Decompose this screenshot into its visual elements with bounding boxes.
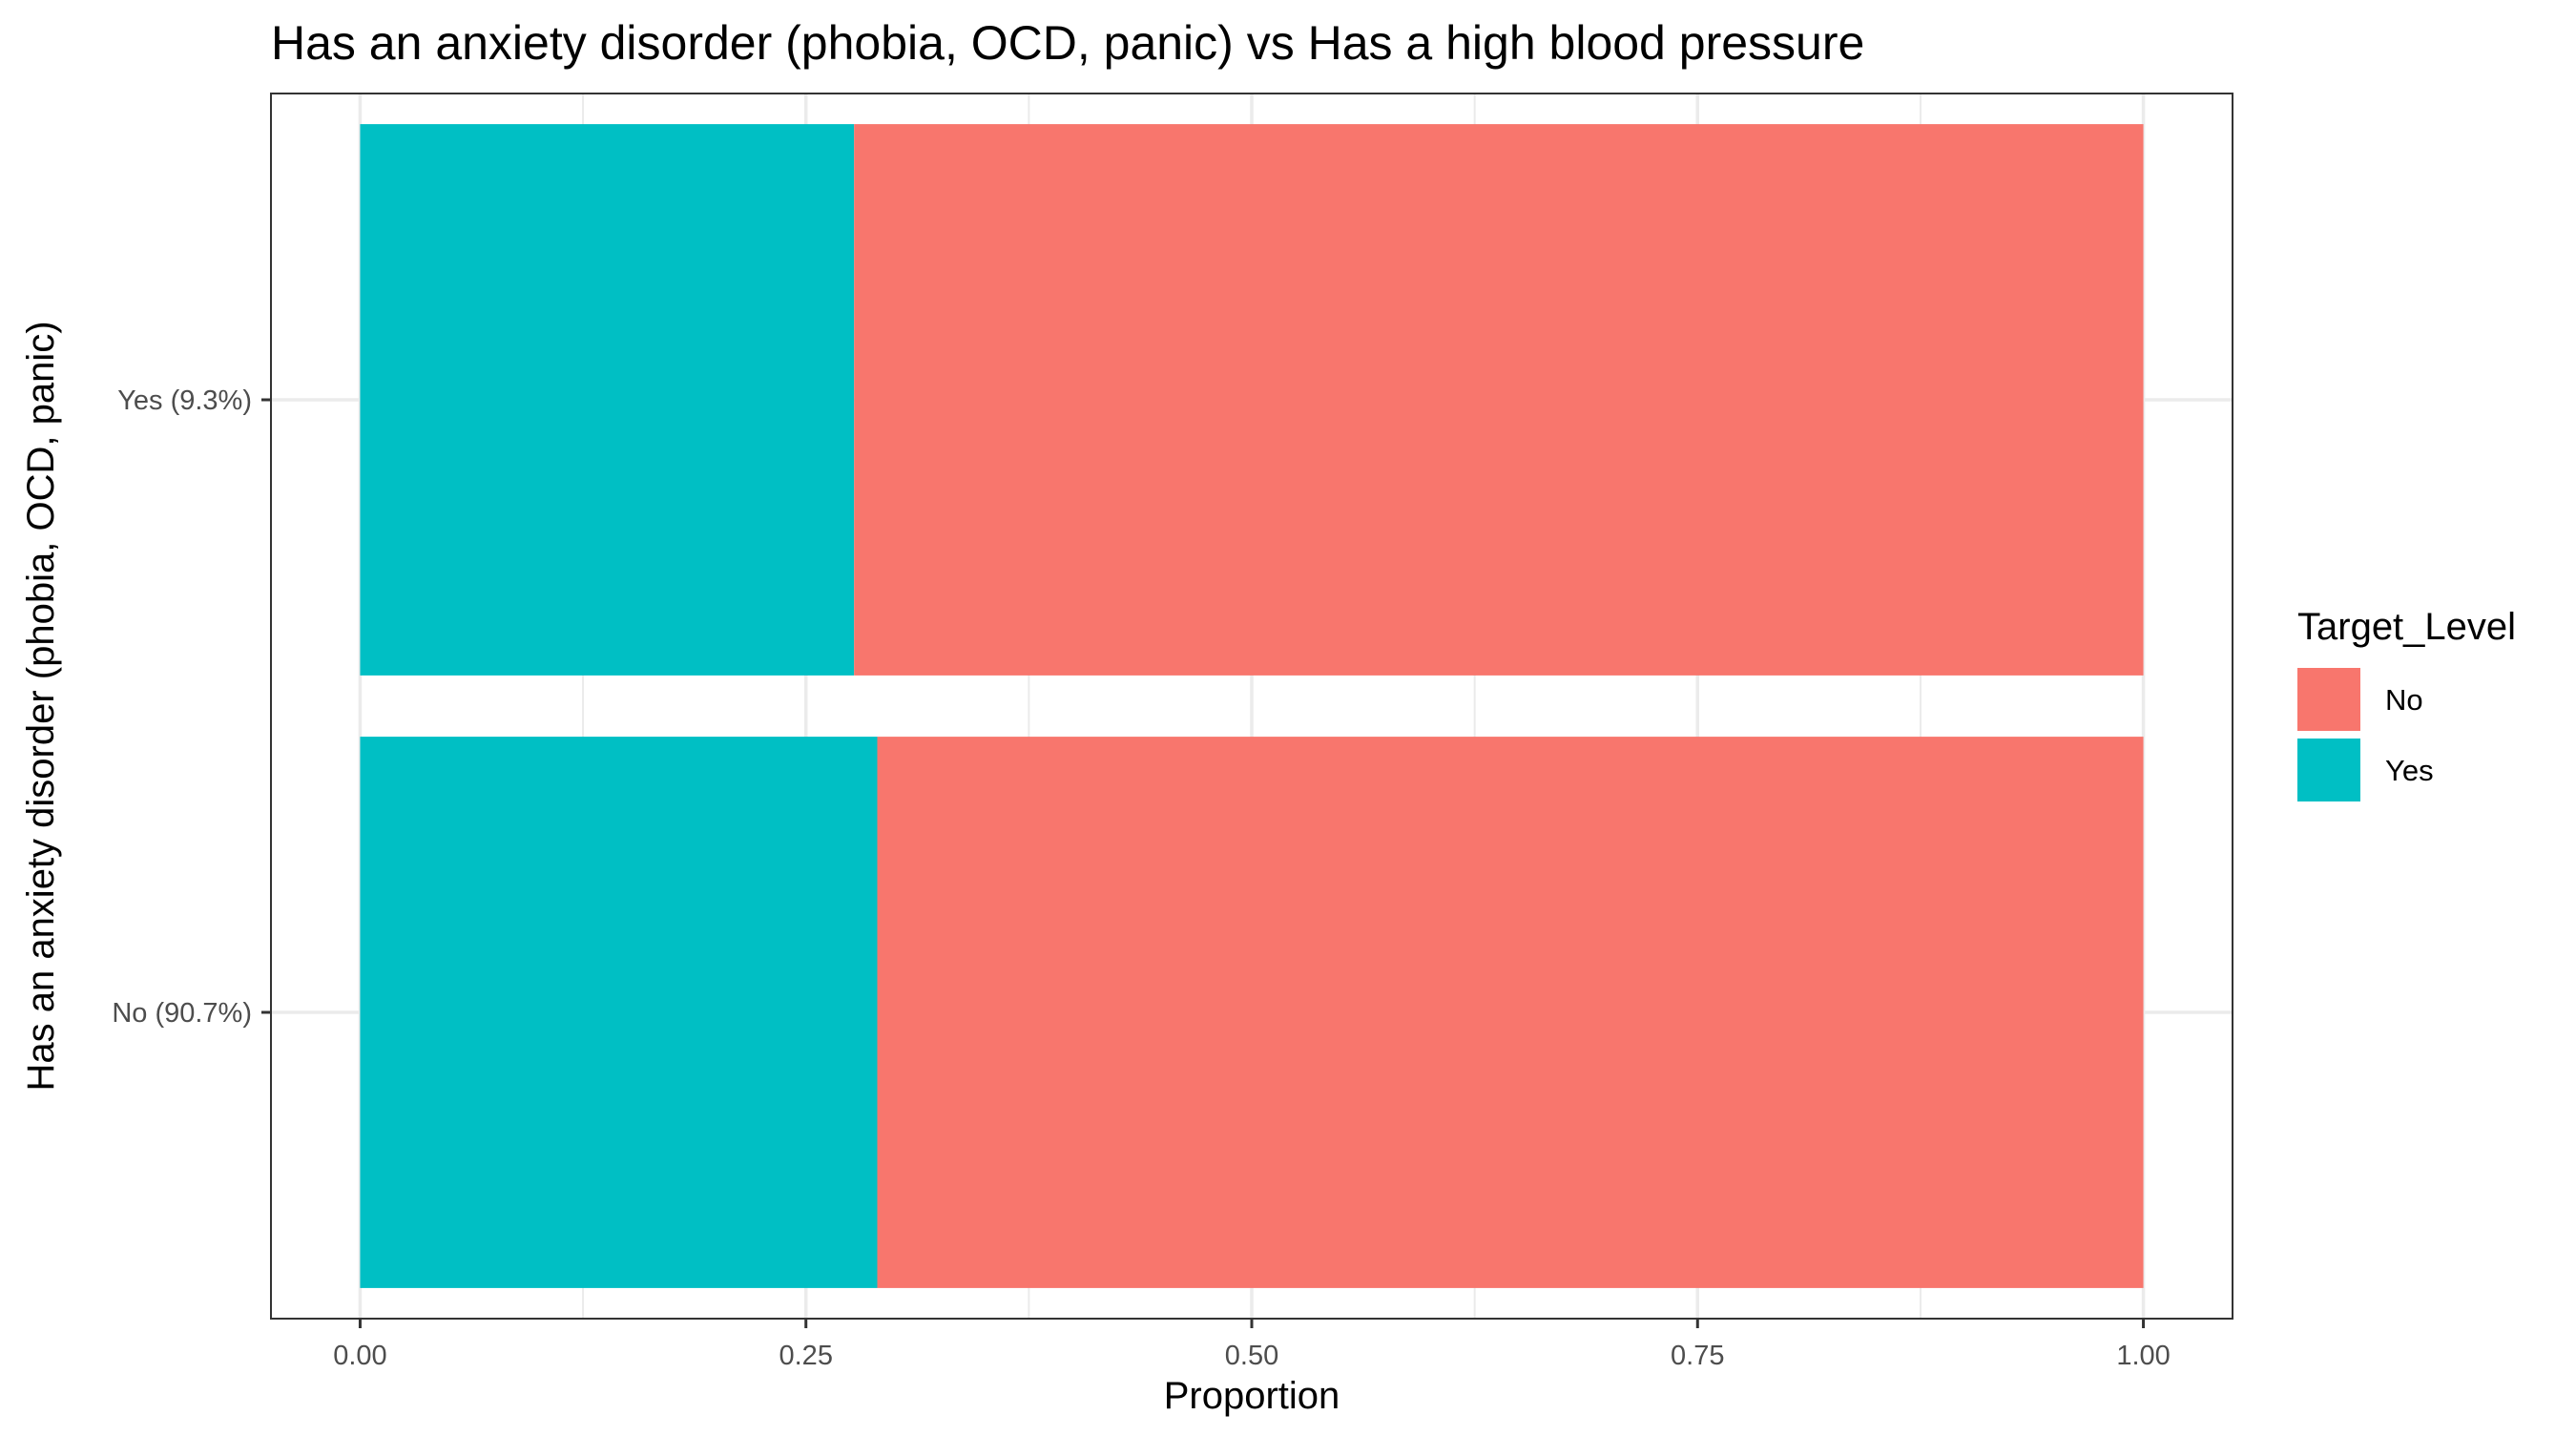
- x-tick-label: 0.25: [779, 1341, 833, 1371]
- bar-segment-yes: [360, 737, 878, 1288]
- y-axis-title: Has an anxiety disorder (phobia, OCD, pa…: [20, 321, 62, 1091]
- y-tick-label: No (90.7%): [112, 998, 252, 1029]
- bar-segment-no: [877, 737, 2144, 1288]
- chart-title: Has an anxiety disorder (phobia, OCD, pa…: [271, 16, 1864, 70]
- bar-segment-no: [854, 124, 2144, 676]
- y-tick-label: Yes (9.3%): [117, 385, 252, 416]
- legend-title: Target_Level: [2297, 606, 2516, 648]
- bars: [360, 124, 2144, 1288]
- x-axis: 0.00 0.25 0.50 0.75 1.00: [333, 1319, 2171, 1371]
- x-tick-label: 0.75: [1671, 1341, 1724, 1371]
- bar-segment-yes: [360, 124, 855, 676]
- x-tick-label: 0.00: [333, 1341, 386, 1371]
- legend-label: Yes: [2385, 754, 2434, 787]
- legend-swatch: [2297, 668, 2360, 731]
- x-tick-label: 0.50: [1225, 1341, 1278, 1371]
- legend: Target_Level No Yes: [2297, 606, 2516, 801]
- x-tick-label: 1.00: [2116, 1341, 2170, 1371]
- legend-swatch: [2297, 739, 2360, 801]
- legend-label: No: [2385, 683, 2423, 717]
- y-axis: No (90.7%) Yes (9.3%): [112, 385, 271, 1029]
- x-axis-title: Proportion: [1164, 1375, 1340, 1417]
